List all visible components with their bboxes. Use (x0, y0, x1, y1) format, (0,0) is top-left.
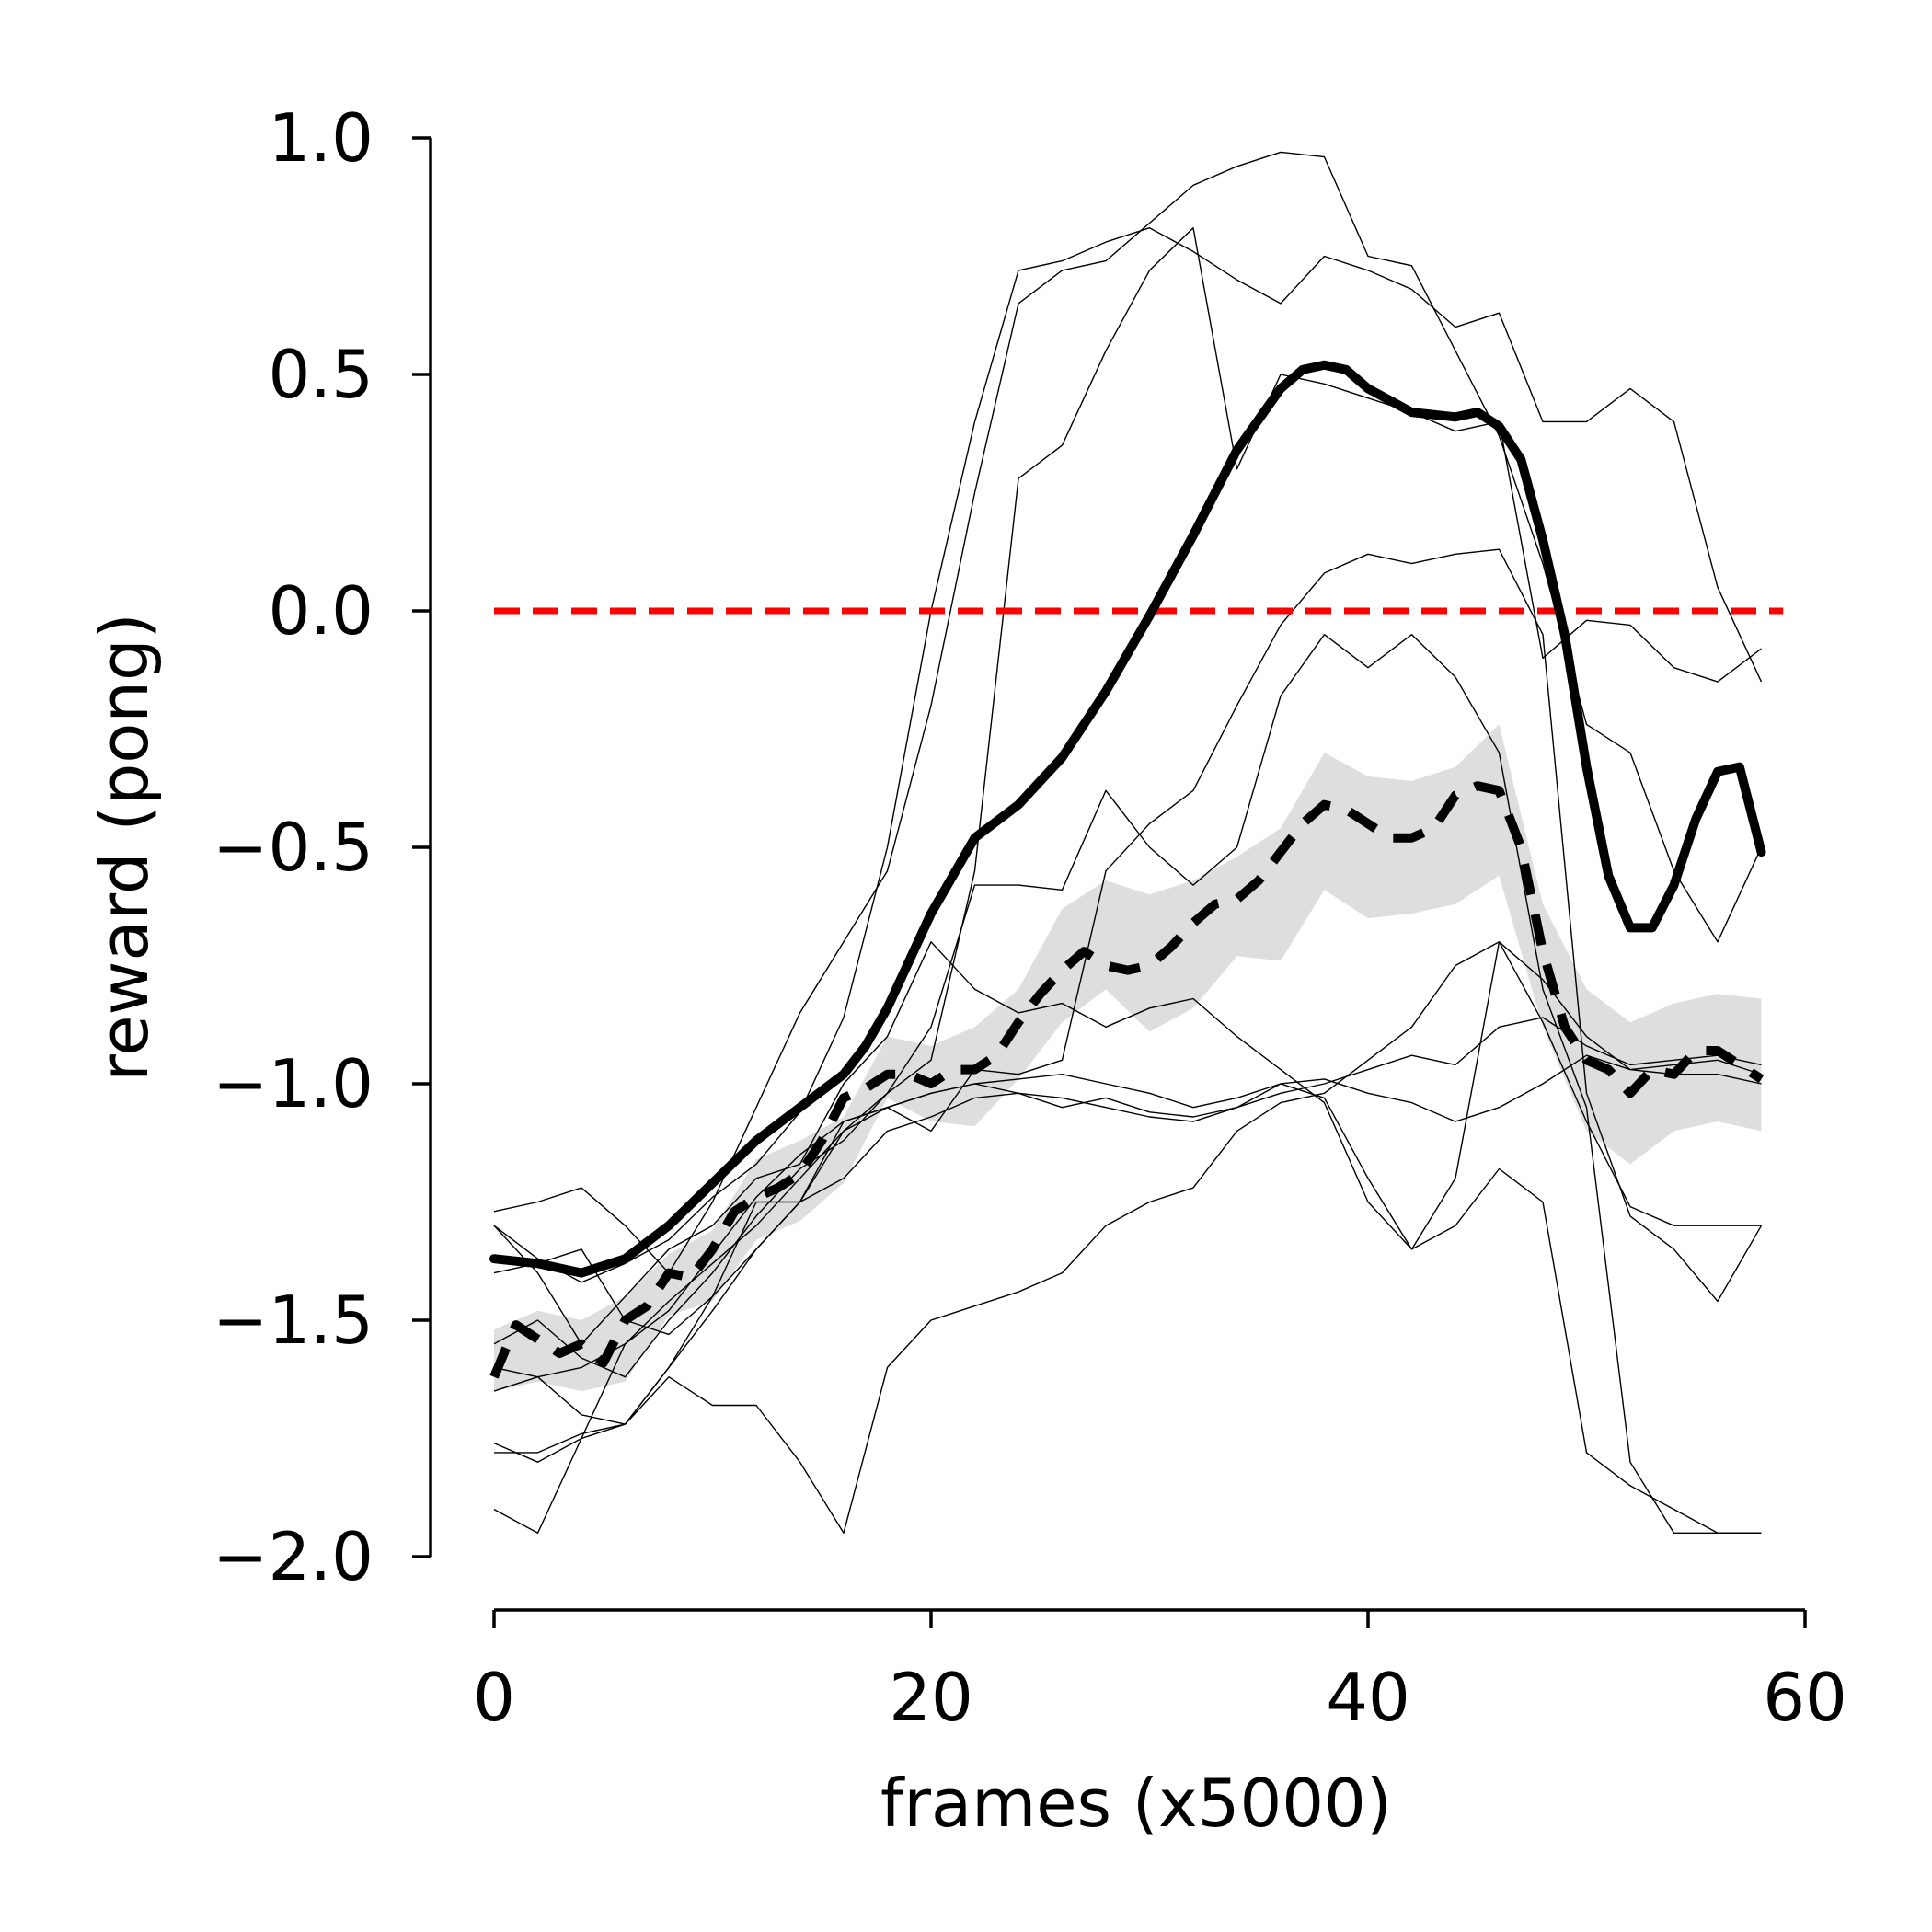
y-ticks: 1.0 0.5 0.0 −0.5 −1.0 −1.5 −2.0 (213, 99, 431, 1595)
run-line-10 (493, 1073, 1762, 1535)
y-tick-label: 1.0 (268, 99, 374, 177)
mean-dashed-line (489, 781, 1765, 1379)
y-axis-title: reward (pong) (86, 613, 163, 1082)
run-line-5 (493, 634, 1762, 1535)
run-line-3 (493, 226, 1762, 1463)
run-line-9 (494, 941, 1762, 1535)
x-axis-title: frames (x5000) (880, 1765, 1392, 1842)
y-tick-label: −0.5 (213, 809, 374, 886)
best-run-line (489, 360, 1766, 1278)
run-line-7 (493, 1017, 1762, 1425)
y-tick-label: −1.5 (213, 1282, 374, 1359)
x-tick-label: 0 (473, 1659, 515, 1736)
x-tick-label: 20 (889, 1659, 973, 1736)
run-line-2 (493, 226, 1763, 1283)
summary-lines-layer (489, 360, 1766, 1379)
y-tick-label: −1.0 (213, 1045, 374, 1122)
axes: 1.0 0.5 0.0 −0.5 −1.0 −1.5 −2.0 0 20 40 60 frames… (86, 99, 1847, 1842)
individual-runs-layer (493, 151, 1763, 1535)
y-tick-label: 0.5 (268, 336, 374, 413)
sem-band (494, 724, 1762, 1392)
sem-band-layer (494, 724, 1762, 1392)
y-tick-label: −2.0 (213, 1518, 374, 1595)
run-line-8 (493, 1054, 1762, 1336)
x-tick-label: 60 (1763, 1659, 1847, 1736)
x-tick-label: 40 (1326, 1659, 1410, 1736)
y-tick-label: 0.0 (268, 572, 374, 650)
x-ticks: 0 20 40 60 (473, 1610, 1847, 1736)
